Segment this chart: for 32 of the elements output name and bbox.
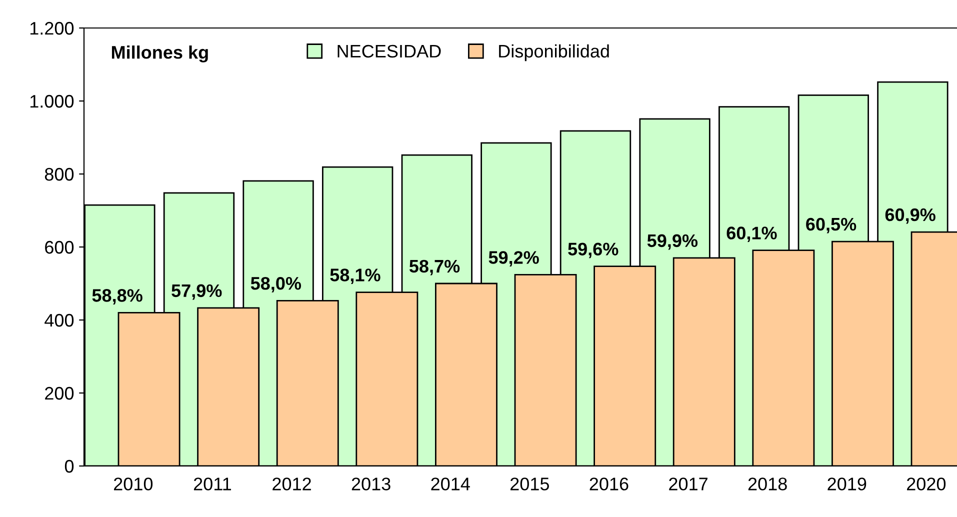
x-tick-label: 2011 — [194, 478, 232, 490]
x-tick-label: 2010 — [114, 478, 153, 490]
y-tick-label: 1.200 — [30, 22, 74, 35]
annotation: Millones kg — [112, 46, 208, 62]
x-tick-label: 2015 — [510, 478, 549, 490]
annotation: 58,0% — [250, 277, 302, 292]
x-tick-label: 2019 — [828, 478, 866, 490]
annotation: 60,9% — [885, 208, 936, 224]
annotation: 59,9% — [647, 234, 698, 250]
annotation: 59,6% — [568, 242, 618, 258]
y-tick-label: 200 — [45, 386, 74, 400]
x-tick-label: 2012 — [272, 478, 311, 490]
y-tick-label: 800 — [44, 168, 74, 181]
x-tick-label: 2016 — [590, 478, 628, 490]
x-tick-label: 2017 — [669, 478, 708, 490]
y-tick-label: 400 — [44, 314, 74, 327]
annotation: 57,9% — [172, 284, 222, 300]
x-tick-label: 2014 — [431, 478, 470, 490]
annotation: 60,5% — [806, 218, 856, 234]
annotation: 59,2% — [488, 251, 539, 266]
y-tick-label: 1.000 — [30, 94, 74, 108]
y-tick-label: 600 — [45, 240, 74, 254]
x-tick-label: 2013 — [352, 478, 390, 490]
y-tick-label: 0 — [64, 460, 74, 473]
annotation: 58,7% — [409, 260, 460, 276]
x-tick-label: 2020 — [907, 478, 946, 490]
annotation: 58,8% — [92, 289, 142, 304]
annotation: 58,1% — [330, 268, 380, 284]
annotation: 60,1% — [726, 226, 777, 242]
legend-label: Disponibilidad — [499, 44, 609, 62]
x-tick-label: 2018 — [748, 478, 787, 490]
legend-label: NECESIDAD — [338, 44, 441, 58]
